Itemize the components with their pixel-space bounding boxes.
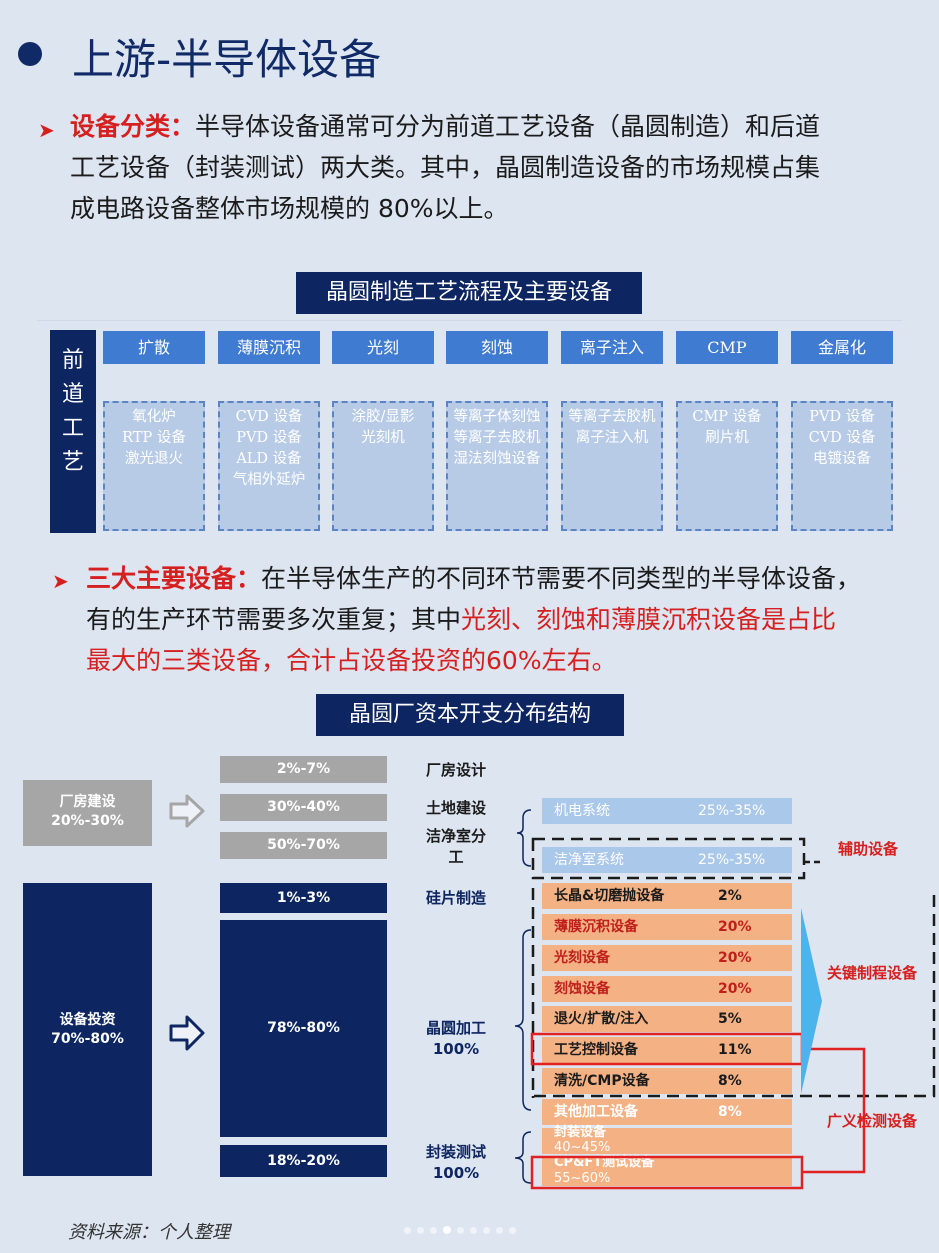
section2-line1: 三大主要设备：在半导体生产的不同环节需要不同类型的半导体设备，: [86, 564, 862, 593]
wafer-making-share: 1%-3%: [220, 883, 387, 913]
page-dot[interactable]: [430, 1227, 437, 1234]
section1-line1: 设备分类：半导体设备通常可分为前道工艺设备（晶圆制造）和后道: [70, 112, 821, 141]
page-dot[interactable]: [509, 1227, 516, 1234]
equipment-item: 氧化炉: [132, 409, 176, 425]
label-key-process-equipment: 关键制程设备: [827, 964, 918, 982]
equipment-item: ALD 设备: [236, 451, 302, 467]
row-cleanroom-system: 洁净室系统 25%-35%: [542, 847, 792, 873]
equipment-row: 光刻设备 20%: [542, 945, 792, 971]
equipment-item: PVD 设备: [809, 409, 875, 425]
equipment-item: 电镀设备: [813, 451, 871, 467]
equipment-row: 其他加工设备 8%: [542, 1099, 792, 1125]
equipment-row: 退火/扩散/注入 5%: [542, 1006, 792, 1032]
process-header: 离子注入: [561, 331, 663, 364]
land-construction-share: 30%-40%: [220, 794, 387, 821]
arrow-bullet-icon: ➤: [52, 569, 69, 593]
page-dot[interactable]: [483, 1227, 490, 1234]
section2-line3: 最大的三类设备，合计占设备投资的60%左右。: [86, 646, 617, 675]
equipment-row: 长晶&切磨抛设备 2%: [542, 883, 792, 909]
page-dot[interactable]: [496, 1227, 503, 1234]
section2-line2: 有的生产环节需要多次重复；其中光刻、刻蚀和薄膜沉积设备是占比: [86, 605, 837, 634]
process-header: CMP: [676, 331, 778, 364]
label-auxiliary-equipment: 辅助设备: [838, 840, 899, 858]
factory-design-share: 2%-7%: [220, 756, 387, 783]
bullet-dot: [18, 42, 42, 66]
wafer-processing-share: 78%-80%: [220, 920, 387, 1137]
equipment-item: 刷片机: [705, 430, 749, 446]
equipment-box: 等离子体刻蚀 等离子去胶机 湿法刻蚀设备: [446, 401, 548, 531]
arrow-right-icon: [169, 1015, 205, 1051]
equipment-investment-block: 设备投资 70%-80%: [23, 883, 152, 1176]
row-mechanical-electrical: 机电系统 25%-35%: [542, 798, 792, 824]
label-inspection-equipment: 广义检测设备: [827, 1112, 918, 1130]
arrow-right-icon: [169, 794, 205, 828]
equipment-box: 氧化炉 RTP 设备 激光退火: [103, 401, 205, 531]
process-header: 刻蚀: [446, 331, 548, 364]
cleanroom-share: 50%-70%: [220, 832, 387, 859]
process-header: 光刻: [332, 331, 434, 364]
equipment-item: RTP 设备: [122, 430, 186, 446]
equipment-item: 离子注入机: [575, 430, 649, 446]
diagram1-banner: 晶圆制造工艺流程及主要设备: [296, 272, 642, 314]
page-dot[interactable]: [417, 1227, 424, 1234]
page-dot[interactable]: [404, 1227, 411, 1234]
equipment-item: 等离子体刻蚀: [453, 409, 541, 425]
equipment-box: PVD 设备 CVD 设备 电镀设备: [791, 401, 893, 531]
page-dot[interactable]: [457, 1227, 464, 1234]
section2-label: 三大主要设备：: [86, 564, 262, 593]
arrow-bullet-icon: ➤: [38, 118, 55, 142]
equipment-item: CVD 设备: [808, 430, 876, 446]
equipment-row: 刻蚀设备 20%: [542, 976, 792, 1002]
equipment-box: CVD 设备 PVD 设备 ALD 设备 气相外延炉: [218, 401, 320, 531]
brace-lines: [514, 809, 532, 1184]
equipment-box: 等离子去胶机 离子注入机: [561, 401, 663, 531]
category-factory-design: 厂房设计: [425, 761, 486, 779]
equipment-item: 激光退火: [125, 451, 183, 467]
source-note: 资料来源：个人整理: [68, 1222, 230, 1243]
equipment-item: 涂胶/显影: [351, 409, 415, 425]
front-end-label: 前 道 工 艺: [50, 330, 96, 533]
section1-line3: 成电路设备整体市场规模的 80%以上。: [70, 194, 509, 223]
section1-line2: 工艺设备（封装测试）两大类。其中，晶圆制造设备的市场规模占集: [70, 153, 821, 182]
category-land-construction: 土地建设: [425, 799, 486, 817]
equipment-item: 等离子去胶机: [568, 409, 656, 425]
equipment-row: 工艺控制设备 11%: [542, 1037, 792, 1063]
equipment-item: 光刻机: [361, 430, 405, 446]
page-dot[interactable]: [470, 1227, 477, 1234]
process-header: 薄膜沉积: [218, 331, 320, 364]
section1-label: 设备分类：: [70, 112, 196, 141]
category-packaging: 封装测试 100%: [425, 1143, 486, 1182]
page-title: 上游-半导体设备: [72, 35, 382, 84]
equipment-box: CMP 设备 刷片机: [676, 401, 778, 531]
row-test-equipment: CP&FT测试设备 55~60%: [542, 1156, 792, 1186]
equipment-item: CMP 设备: [692, 409, 762, 425]
equipment-item: 气相外延炉: [232, 472, 306, 488]
equipment-item: PVD 设备: [236, 430, 302, 446]
process-header: 金属化: [791, 331, 893, 364]
category-wafer-making: 硅片制造: [425, 889, 486, 907]
equipment-box: 涂胶/显影光刻机: [332, 401, 434, 531]
equipment-item: 湿法刻蚀设备: [453, 451, 541, 467]
category-cleanroom: 洁净室分工: [425, 827, 486, 866]
equipment-item: 等离子去胶机: [453, 430, 541, 446]
page-indicator[interactable]: [404, 1219, 522, 1238]
packaging-share: 18%-20%: [220, 1145, 387, 1177]
equipment-item: CVD 设备: [235, 409, 303, 425]
equipment-row: 清洗/CMP设备 8%: [542, 1068, 792, 1094]
diagram2-banner: 晶圆厂资本开支分布结构: [316, 694, 624, 736]
process-header: 扩散: [103, 331, 205, 364]
category-wafer-processing: 晶圆加工 100%: [425, 1019, 486, 1058]
factory-construction-block: 厂房建设 20%-30%: [23, 780, 152, 846]
row-packaging-equipment: 封装设备 40~45%: [542, 1126, 792, 1155]
equipment-row: 薄膜沉积设备 20%: [542, 914, 792, 940]
page-dot-active[interactable]: [443, 1226, 451, 1234]
